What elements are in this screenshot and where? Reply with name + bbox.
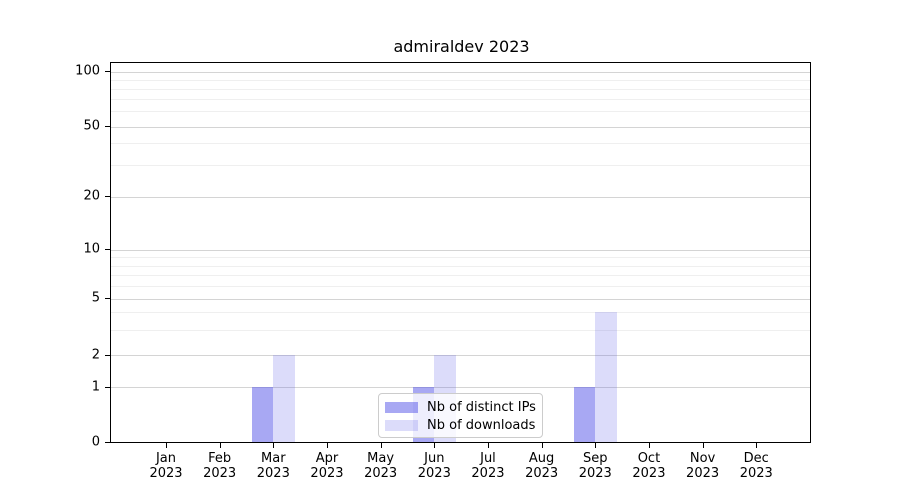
gridline-minor-80 [111, 88, 810, 90]
x-tick-apr [326, 443, 328, 448]
gridline-major-1 [111, 387, 810, 389]
y-tick-1 [105, 387, 110, 388]
x-tick-may [380, 443, 382, 448]
x-tick-jun [434, 443, 436, 448]
bar-downloads-mar [273, 355, 295, 442]
x-tick-label-jan: Jan 2023 [149, 451, 183, 481]
y-tick-2 [105, 355, 110, 356]
gridline-minor-8 [111, 265, 810, 267]
plot-area: Nb of distinct IPs Nb of downloads [110, 62, 811, 443]
y-tick-label-50: 50 [83, 118, 100, 134]
chart-title: admiraldev 2023 [393, 37, 530, 56]
x-tick-feb [219, 443, 221, 448]
x-tick-label-may: May 2023 [364, 451, 398, 481]
x-tick-label-feb: Feb 2023 [203, 451, 237, 481]
y-tick-label-2: 2 [91, 347, 100, 363]
x-tick-jul [487, 443, 489, 448]
gridline-minor-6 [111, 285, 810, 287]
gridline-minor-3 [111, 330, 810, 332]
y-tick-50 [105, 126, 110, 127]
gridline-minor-9 [111, 257, 810, 259]
legend: Nb of distinct IPs Nb of downloads [378, 393, 543, 438]
x-tick-mar [273, 443, 275, 448]
x-tick-jan [166, 443, 167, 448]
y-tick-label-100: 100 [75, 63, 100, 79]
x-tick-label-apr: Apr 2023 [310, 451, 344, 481]
legend-entry-downloads: Nb of downloads [385, 417, 535, 433]
x-tick-aug [541, 443, 543, 448]
x-tick-label-dec: Dec 2023 [739, 451, 773, 481]
x-tick-label-nov: Nov 2023 [686, 451, 720, 481]
grid-layer [111, 63, 810, 442]
legend-entry-distinct-ips: Nb of distinct IPs [385, 399, 536, 415]
x-tick-label-oct: Oct 2023 [632, 451, 666, 481]
y-tick-20 [105, 196, 110, 197]
bar-layer [111, 63, 810, 442]
gridline-major-10 [111, 249, 810, 251]
x-tick-oct [648, 443, 650, 448]
legend-label-downloads: Nb of downloads [427, 417, 536, 433]
gridline-major-50 [111, 127, 810, 129]
gridline-major-2 [111, 355, 810, 357]
gridline-minor-40 [111, 142, 810, 144]
y-tick-10 [105, 249, 110, 250]
gridline-minor-60 [111, 111, 810, 113]
y-tick-label-20: 20 [83, 188, 100, 204]
gridline-major-20 [111, 196, 810, 198]
y-tick-label-10: 10 [83, 241, 100, 257]
bar-downloads-sep [595, 312, 617, 442]
legend-swatch-downloads-icon [385, 419, 418, 431]
y-tick-100 [105, 71, 110, 72]
legend-label-distinct-ips: Nb of distinct IPs [427, 399, 536, 415]
legend-swatch-distinct-ips-icon [385, 401, 418, 413]
x-tick-nov [702, 443, 704, 448]
x-tick-sep [595, 443, 597, 448]
gridline-minor-70 [111, 99, 810, 101]
x-tick-label-aug: Aug 2023 [525, 451, 559, 481]
bar-distinct-ips-sep [573, 387, 596, 442]
gridline-minor-4 [111, 312, 810, 314]
x-tick-dec [756, 443, 758, 448]
gridline-major-5 [111, 298, 810, 300]
bar-distinct-ips-mar [251, 387, 274, 442]
gridline-minor-30 [111, 164, 810, 166]
y-tick-5 [105, 298, 110, 299]
gridline-minor-7 [111, 274, 810, 276]
x-tick-label-jul: Jul 2023 [471, 451, 505, 481]
y-tick-0 [105, 442, 110, 443]
y-tick-label-1: 1 [91, 379, 100, 395]
y-tick-label-5: 5 [91, 290, 100, 306]
gridline-major-100 [111, 71, 810, 73]
x-tick-label-sep: Sep 2023 [578, 451, 612, 481]
y-tick-label-0: 0 [91, 434, 100, 450]
x-tick-label-jun: Jun 2023 [417, 451, 451, 481]
gridline-minor-90 [111, 79, 810, 81]
x-tick-label-mar: Mar 2023 [256, 451, 290, 481]
